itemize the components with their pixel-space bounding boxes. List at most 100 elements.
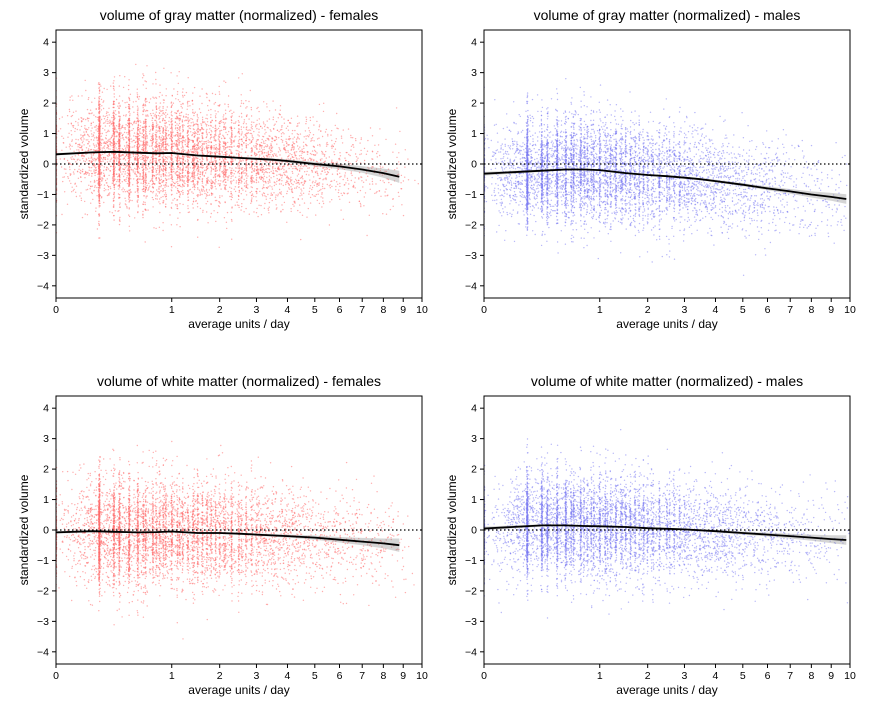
- scatter-point: [346, 177, 349, 180]
- scatter-point: [113, 188, 116, 190]
- scatter-point: [237, 165, 239, 167]
- scatter-point: [121, 126, 124, 128]
- scatter-point: [233, 179, 235, 181]
- scatter-point: [365, 173, 367, 175]
- scatter-point: [184, 143, 187, 146]
- scatter-point: [219, 166, 221, 169]
- scatter-point: [250, 140, 253, 142]
- scatter-point: [159, 138, 161, 140]
- scatter-point: [201, 118, 204, 121]
- scatter-point: [223, 149, 225, 151]
- scatter-point: [318, 177, 321, 180]
- scatter-point: [233, 122, 235, 125]
- scatter-point: [77, 154, 80, 156]
- scatter-point: [67, 136, 69, 138]
- scatter-point: [227, 106, 230, 108]
- scatter-point: [290, 182, 293, 185]
- scatter-point: [86, 117, 89, 119]
- scatter-point: [255, 196, 257, 198]
- scatter-point: [150, 135, 152, 138]
- scatter-point: [113, 219, 115, 221]
- scatter-point: [281, 141, 284, 143]
- scatter-point: [90, 148, 93, 151]
- scatter-point: [234, 186, 237, 188]
- scatter-point: [247, 155, 249, 157]
- scatter-point: [316, 120, 318, 123]
- scatter-point: [68, 132, 70, 134]
- scatter-point: [256, 177, 258, 179]
- scatter-point: [141, 77, 144, 79]
- scatter-point: [278, 183, 281, 185]
- scatter-point: [178, 171, 180, 174]
- scatter-point: [183, 140, 185, 142]
- scatter-point: [401, 204, 403, 206]
- scatter-point: [322, 167, 324, 169]
- scatter-point: [161, 169, 163, 171]
- scatter-point: [132, 139, 134, 142]
- scatter-point: [281, 125, 283, 127]
- scatter-point: [114, 169, 116, 172]
- scatter-point: [193, 145, 196, 148]
- scatter-point: [300, 150, 302, 152]
- scatter-point: [170, 112, 172, 114]
- scatter-point: [137, 124, 140, 126]
- scatter-point: [92, 153, 95, 155]
- scatter-point: [171, 147, 173, 150]
- scatter-point: [92, 154, 94, 156]
- scatter-point: [163, 168, 165, 170]
- scatter-point: [247, 187, 249, 189]
- scatter-point: [79, 144, 81, 147]
- scatter-point: [94, 146, 96, 148]
- scatter-point: [178, 138, 180, 140]
- scatter-point: [206, 93, 208, 95]
- scatter-point: [385, 213, 388, 215]
- scatter-point: [193, 151, 195, 154]
- scatter-point: [250, 186, 252, 188]
- scatter-point: [100, 98, 103, 101]
- scatter-point: [131, 124, 134, 126]
- scatter-point: [182, 149, 184, 151]
- scatter-point: [257, 134, 259, 136]
- scatter-point: [223, 128, 225, 131]
- scatter-point: [170, 125, 173, 127]
- scatter-point: [83, 118, 85, 120]
- scatter-point: [266, 103, 268, 105]
- scatter-point: [128, 175, 130, 178]
- scatter-point: [229, 195, 231, 198]
- scatter-point: [101, 178, 103, 180]
- scatter-point: [166, 158, 169, 160]
- scatter-point: [354, 138, 357, 140]
- scatter-point: [268, 110, 271, 112]
- scatter-point: [125, 178, 127, 181]
- scatter-point: [218, 246, 220, 248]
- scatter-point: [124, 197, 126, 199]
- scatter-point: [206, 168, 208, 170]
- scatter-point: [231, 115, 233, 117]
- scatter-point: [143, 168, 145, 170]
- scatter-point: [143, 139, 145, 141]
- scatter-point: [142, 174, 145, 176]
- scatter-point: [261, 127, 263, 129]
- scatter-point: [88, 117, 90, 120]
- scatter-point: [230, 198, 232, 201]
- scatter-point: [300, 182, 302, 184]
- scatter-point: [194, 143, 196, 145]
- scatter-point: [376, 191, 378, 193]
- scatter-point: [245, 182, 248, 184]
- scatter-point: [336, 170, 338, 172]
- scatter-point: [315, 165, 317, 168]
- scatter-point: [104, 149, 106, 152]
- scatter-point: [381, 174, 384, 176]
- scatter-point: [225, 118, 228, 120]
- scatter-point: [159, 115, 161, 117]
- scatter-point: [377, 144, 380, 146]
- scatter-point: [263, 152, 265, 154]
- scatter-point: [181, 142, 183, 144]
- scatter-point: [283, 122, 286, 124]
- scatter-point: [360, 149, 362, 152]
- scatter-point: [350, 136, 352, 139]
- scatter-point: [217, 104, 219, 107]
- scatter-point: [359, 189, 362, 192]
- scatter-point: [128, 208, 130, 210]
- scatter-point: [108, 174, 110, 177]
